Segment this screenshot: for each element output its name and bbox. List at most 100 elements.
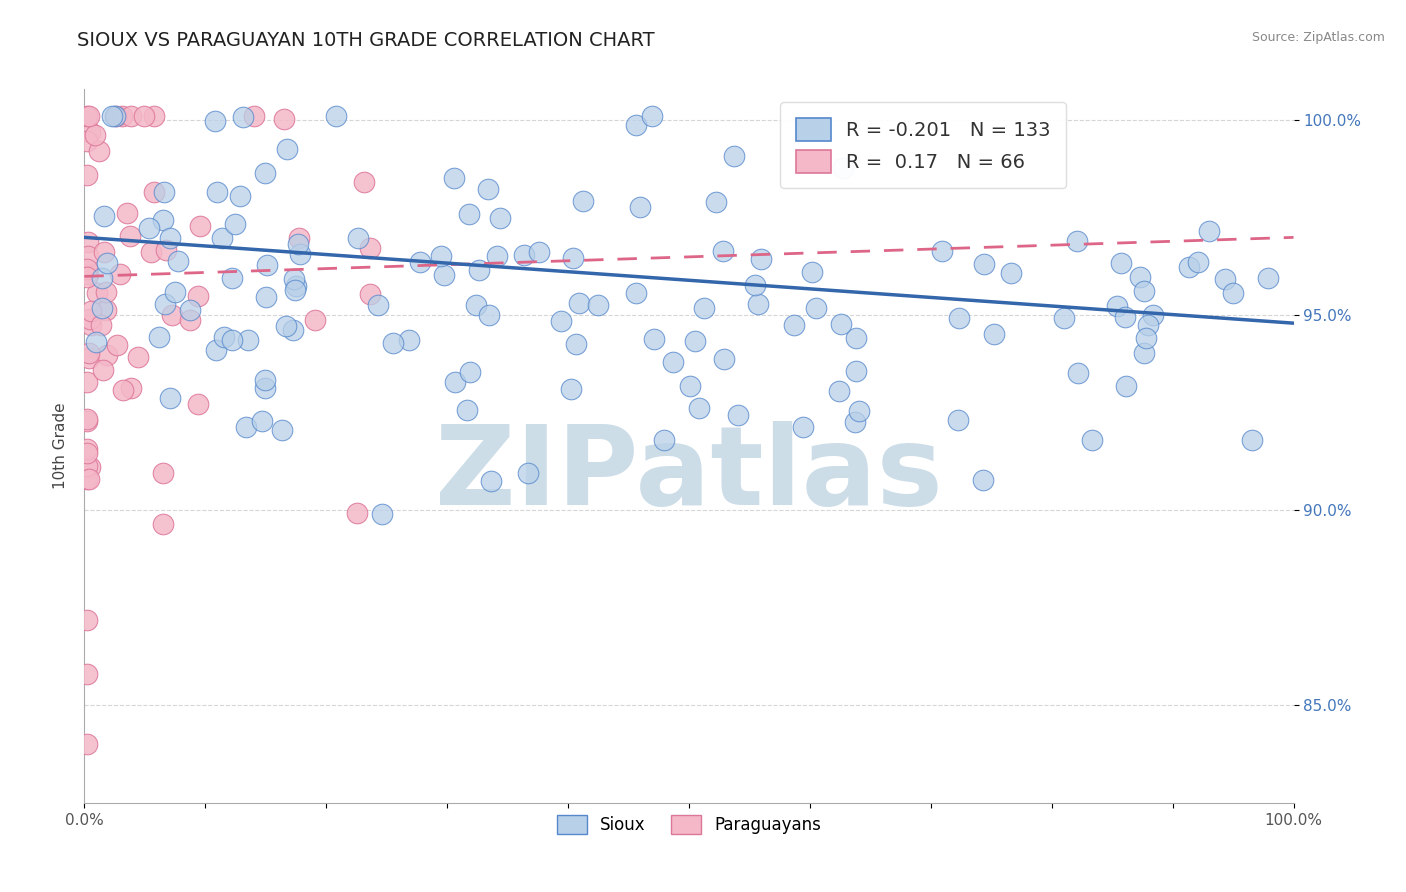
- Point: [166, 254, 188, 268]
- Point: [117, 205, 139, 219]
- Point: [359, 241, 381, 255]
- Point: [108, 267, 131, 281]
- Point: [229, 188, 252, 202]
- Point: [94, 303, 117, 318]
- Point: [274, 318, 297, 333]
- Point: [288, 247, 311, 261]
- Point: [560, 382, 582, 396]
- Point: [972, 473, 994, 487]
- Point: [433, 268, 456, 283]
- Point: [458, 365, 481, 379]
- Point: [347, 231, 370, 245]
- Point: [456, 402, 478, 417]
- Point: [830, 318, 852, 332]
- Point: [187, 397, 209, 411]
- Point: [353, 175, 375, 189]
- Point: [845, 331, 868, 345]
- Point: [479, 474, 502, 488]
- Point: [486, 249, 509, 263]
- Point: [84, 335, 107, 350]
- Point: [478, 308, 501, 322]
- Point: [1133, 284, 1156, 298]
- Point: [1222, 285, 1244, 300]
- Point: [138, 220, 160, 235]
- Point: [254, 381, 277, 395]
- Point: [179, 303, 201, 318]
- Point: [359, 287, 381, 301]
- Point: [844, 415, 866, 429]
- Point: [382, 336, 405, 351]
- Point: [254, 290, 277, 304]
- Point: [90, 301, 112, 315]
- Point: [94, 285, 117, 300]
- Point: [624, 285, 647, 300]
- Point: [77, 235, 100, 249]
- Point: [513, 248, 536, 262]
- Point: [1107, 299, 1129, 313]
- Point: [188, 219, 211, 233]
- Point: [76, 472, 98, 486]
- Point: [832, 161, 855, 175]
- Point: [83, 128, 105, 143]
- Point: [946, 412, 969, 426]
- Point: [527, 245, 550, 260]
- Point: [77, 345, 100, 359]
- Point: [346, 506, 368, 520]
- Point: [254, 373, 277, 387]
- Point: [91, 363, 114, 377]
- Point: [76, 446, 98, 460]
- Point: [1135, 331, 1157, 345]
- Point: [679, 379, 702, 393]
- Point: [111, 383, 134, 397]
- Point: [565, 337, 588, 351]
- Point: [367, 297, 389, 311]
- Point: [77, 249, 100, 263]
- Point: [91, 271, 114, 285]
- Point: [444, 375, 467, 389]
- Point: [688, 401, 710, 415]
- Point: [488, 211, 510, 226]
- Point: [204, 113, 226, 128]
- Point: [76, 168, 98, 182]
- Point: [628, 201, 651, 215]
- Point: [76, 376, 98, 390]
- Point: [1115, 379, 1137, 393]
- Point: [127, 350, 149, 364]
- Point: [626, 119, 648, 133]
- Point: [1080, 434, 1102, 448]
- Point: [1142, 308, 1164, 322]
- Point: [661, 355, 683, 369]
- Point: [948, 311, 970, 326]
- Point: [562, 251, 585, 265]
- Point: [568, 296, 591, 310]
- Point: [76, 442, 98, 457]
- Point: [120, 381, 142, 395]
- Point: [76, 261, 98, 276]
- Point: [76, 411, 98, 425]
- Text: ZIPatlas: ZIPatlas: [434, 421, 943, 528]
- Point: [243, 110, 266, 124]
- Point: [159, 391, 181, 405]
- Point: [120, 228, 142, 243]
- Point: [1198, 224, 1220, 238]
- Point: [163, 285, 186, 300]
- Point: [148, 329, 170, 343]
- Point: [409, 255, 432, 269]
- Point: [744, 278, 766, 293]
- Point: [284, 279, 307, 293]
- Point: [96, 256, 118, 270]
- Point: [1136, 318, 1159, 333]
- Point: [1132, 345, 1154, 359]
- Point: [111, 110, 134, 124]
- Point: [550, 314, 572, 328]
- Point: [1257, 270, 1279, 285]
- Point: [160, 308, 183, 322]
- Point: [211, 231, 233, 245]
- Point: [1178, 260, 1201, 274]
- Point: [105, 110, 128, 124]
- Point: [458, 207, 481, 221]
- Point: [284, 283, 307, 297]
- Point: [683, 334, 706, 348]
- Point: [224, 217, 246, 231]
- Point: [155, 243, 177, 257]
